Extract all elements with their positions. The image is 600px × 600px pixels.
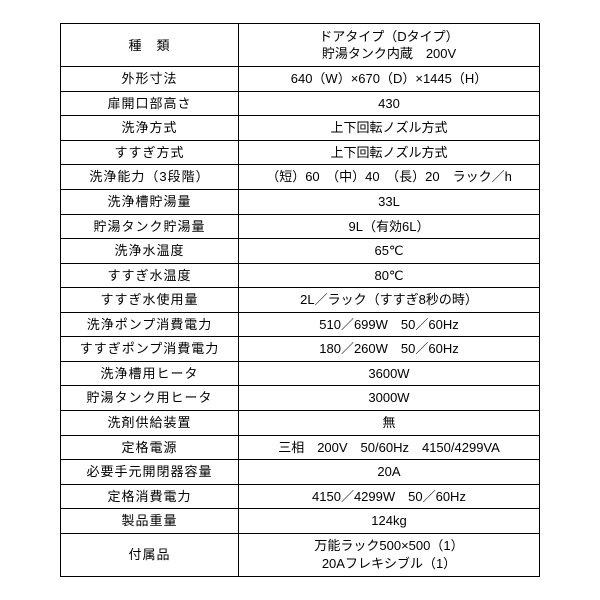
spec-value: 3000W [239, 386, 540, 411]
table-row: 定格消費電力4150／4299W 50／60Hz [61, 484, 540, 509]
spec-value: 9L（有効6L） [239, 214, 540, 239]
table-row: 洗浄能力（3段階）（短）60 （中）40 （長）20 ラック／h [61, 165, 540, 190]
table-row: 種 類ドアタイプ（Dタイプ）貯湯タンク内蔵 200V [61, 24, 540, 67]
spec-value: 万能ラック500×500（1）20Aフレキシブル（1） [239, 533, 540, 576]
spec-label: 洗剤供給装置 [61, 410, 239, 435]
spec-value: 20A [239, 460, 540, 485]
table-row: 付属品万能ラック500×500（1）20Aフレキシブル（1） [61, 533, 540, 576]
spec-value: 510／699W 50／60Hz [239, 312, 540, 337]
spec-value: 三相 200V 50/60Hz 4150/4299VA [239, 435, 540, 460]
spec-label: 洗浄方式 [61, 116, 239, 141]
table-row: 洗浄槽用ヒータ3600W [61, 361, 540, 386]
table-row: 洗浄方式上下回転ノズル方式 [61, 116, 540, 141]
spec-label: 貯湯タンク用ヒータ [61, 386, 239, 411]
table-row: 扉開口部高さ430 [61, 91, 540, 116]
spec-label: 洗浄槽用ヒータ [61, 361, 239, 386]
spec-label: 定格消費電力 [61, 484, 239, 509]
spec-label: 貯湯タンク貯湯量 [61, 214, 239, 239]
spec-value: 430 [239, 91, 540, 116]
spec-label: 外形寸法 [61, 67, 239, 92]
table-row: 洗浄水温度65℃ [61, 239, 540, 264]
spec-value: 640（W）×670（D）×1445（H） [239, 67, 540, 92]
table-row: 洗剤供給装置無 [61, 410, 540, 435]
table-row: すすぎ水温度80℃ [61, 263, 540, 288]
table-row: 貯湯タンク貯湯量9L（有効6L） [61, 214, 540, 239]
spec-value: 65℃ [239, 239, 540, 264]
spec-table: 種 類ドアタイプ（Dタイプ）貯湯タンク内蔵 200V外形寸法640（W）×670… [60, 23, 540, 576]
spec-label: 洗浄能力（3段階） [61, 165, 239, 190]
spec-value: 4150／4299W 50／60Hz [239, 484, 540, 509]
table-row: 定格電源三相 200V 50/60Hz 4150/4299VA [61, 435, 540, 460]
table-row: 貯湯タンク用ヒータ3000W [61, 386, 540, 411]
spec-label: 扉開口部高さ [61, 91, 239, 116]
table-row: 必要手元開閉器容量20A [61, 460, 540, 485]
spec-value: 33L [239, 190, 540, 215]
spec-label: 製品重量 [61, 509, 239, 534]
spec-label: 付属品 [61, 533, 239, 576]
table-row: すすぎ方式上下回転ノズル方式 [61, 140, 540, 165]
spec-value: 124kg [239, 509, 540, 534]
spec-value: 3600W [239, 361, 540, 386]
spec-value: 2L／ラック（すすぎ8秒の時） [239, 288, 540, 313]
spec-value: 上下回転ノズル方式 [239, 116, 540, 141]
spec-label: すすぎ方式 [61, 140, 239, 165]
spec-label: すすぎ水使用量 [61, 288, 239, 313]
table-row: すすぎポンプ消費電力180／260W 50／60Hz [61, 337, 540, 362]
spec-label: 種 類 [61, 24, 239, 67]
table-row: 洗浄槽貯湯量33L [61, 190, 540, 215]
spec-label: すすぎポンプ消費電力 [61, 337, 239, 362]
spec-value: 80℃ [239, 263, 540, 288]
spec-value: ドアタイプ（Dタイプ）貯湯タンク内蔵 200V [239, 24, 540, 67]
spec-label: 定格電源 [61, 435, 239, 460]
table-row: すすぎ水使用量2L／ラック（すすぎ8秒の時） [61, 288, 540, 313]
spec-value: （短）60 （中）40 （長）20 ラック／h [239, 165, 540, 190]
spec-label: 洗浄ポンプ消費電力 [61, 312, 239, 337]
table-row: 洗浄ポンプ消費電力510／699W 50／60Hz [61, 312, 540, 337]
spec-label: 必要手元開閉器容量 [61, 460, 239, 485]
spec-label: すすぎ水温度 [61, 263, 239, 288]
spec-value: 上下回転ノズル方式 [239, 140, 540, 165]
spec-value: 180／260W 50／60Hz [239, 337, 540, 362]
spec-label: 洗浄槽貯湯量 [61, 190, 239, 215]
table-row: 外形寸法640（W）×670（D）×1445（H） [61, 67, 540, 92]
table-row: 製品重量124kg [61, 509, 540, 534]
spec-value: 無 [239, 410, 540, 435]
spec-label: 洗浄水温度 [61, 239, 239, 264]
